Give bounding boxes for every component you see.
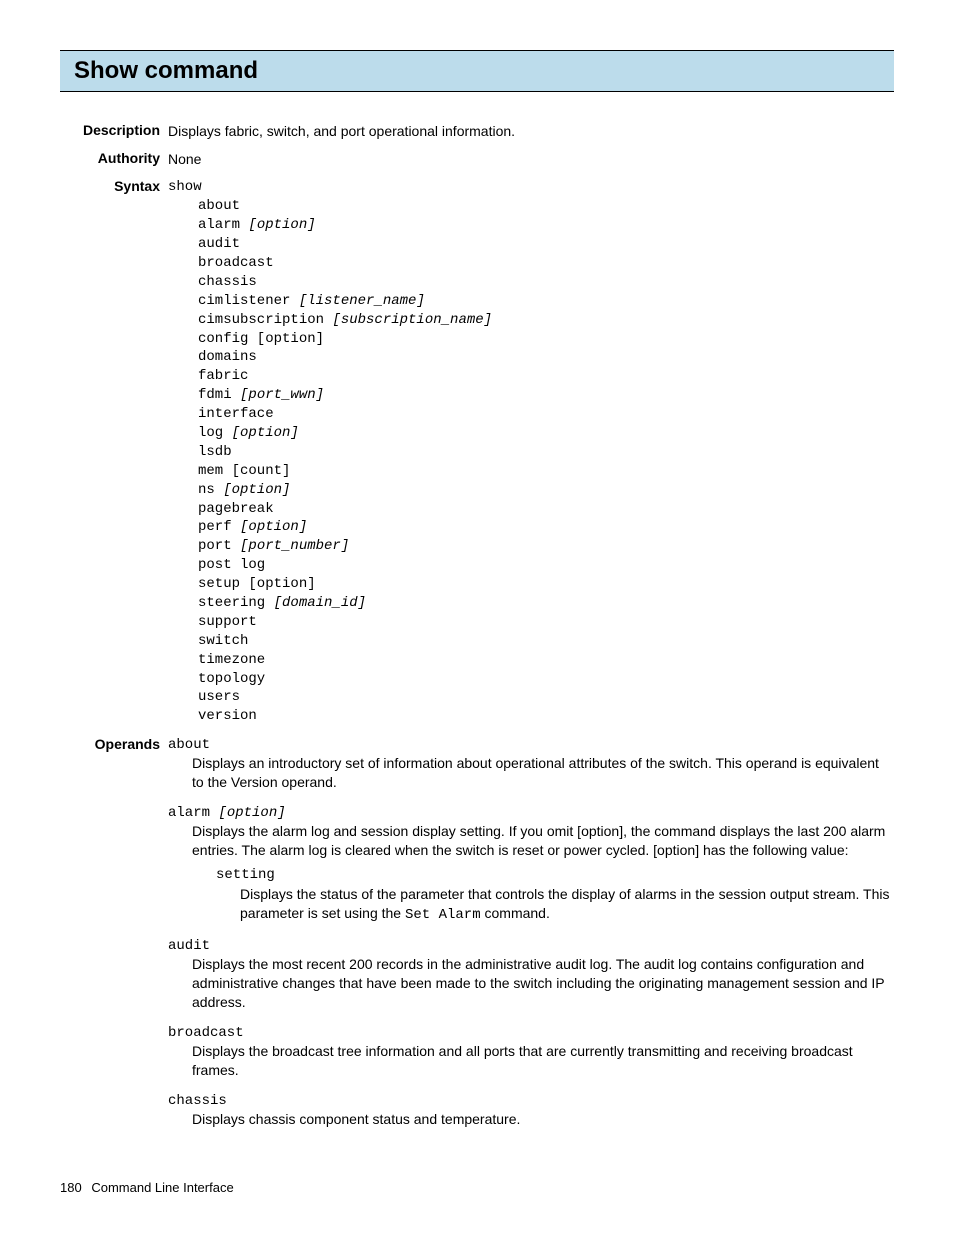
operand-chassis: chassis Displays chassis component statu… bbox=[168, 1092, 894, 1129]
authority-row: Authority None bbox=[60, 150, 894, 168]
nested-desc: Displays the status of the parameter tha… bbox=[216, 885, 894, 925]
syntax-item: steering [domain_id] bbox=[168, 594, 894, 613]
authority-label: Authority bbox=[60, 150, 168, 168]
syntax-root: show bbox=[168, 178, 894, 197]
authority-text: None bbox=[168, 150, 894, 168]
operand-audit: audit Displays the most recent 200 recor… bbox=[168, 937, 894, 1012]
description-label: Description bbox=[60, 122, 168, 140]
syntax-item: interface bbox=[168, 405, 894, 424]
syntax-item: chassis bbox=[168, 273, 894, 292]
syntax-item: support bbox=[168, 613, 894, 632]
operand-keyword: about bbox=[168, 736, 894, 754]
description-text: Displays fabric, switch, and port operat… bbox=[168, 122, 894, 140]
syntax-item: mem [count] bbox=[168, 462, 894, 481]
operands-label: Operands bbox=[60, 736, 168, 1141]
footer-text: Command Line Interface bbox=[91, 1180, 233, 1195]
operand-keyword: audit bbox=[168, 937, 894, 955]
syntax-item: users bbox=[168, 688, 894, 707]
syntax-item: log [option] bbox=[168, 424, 894, 443]
syntax-item: broadcast bbox=[168, 254, 894, 273]
operand-keyword: broadcast bbox=[168, 1024, 894, 1042]
nested-keyword: setting bbox=[216, 866, 894, 885]
syntax-item: topology bbox=[168, 670, 894, 689]
operand-keyword: chassis bbox=[168, 1092, 894, 1110]
footer: 180 Command Line Interface bbox=[60, 1180, 234, 1195]
operands-row: Operands about Displays an introductory … bbox=[60, 736, 894, 1141]
operand-desc: Displays the alarm log and session displ… bbox=[168, 822, 894, 924]
syntax-item: fabric bbox=[168, 367, 894, 386]
syntax-item: pagebreak bbox=[168, 500, 894, 519]
syntax-item: timezone bbox=[168, 651, 894, 670]
syntax-item: audit bbox=[168, 235, 894, 254]
page-title: Show command bbox=[74, 57, 880, 85]
syntax-item: alarm [option] bbox=[168, 216, 894, 235]
page-number: 180 bbox=[60, 1180, 82, 1195]
syntax-item: port [port_number] bbox=[168, 537, 894, 556]
syntax-content: show aboutalarm [option]auditbroadcastch… bbox=[168, 178, 894, 726]
syntax-item: perf [option] bbox=[168, 518, 894, 537]
syntax-row: Syntax show aboutalarm [option]auditbroa… bbox=[60, 178, 894, 726]
syntax-item: fdmi [port_wwn] bbox=[168, 386, 894, 405]
page: Show command Description Displays fabric… bbox=[0, 0, 954, 1235]
syntax-item: post log bbox=[168, 556, 894, 575]
operand-desc: Displays chassis component status and te… bbox=[168, 1110, 894, 1129]
syntax-label: Syntax bbox=[60, 178, 168, 726]
operands-content: about Displays an introductory set of in… bbox=[168, 736, 894, 1141]
syntax-item: switch bbox=[168, 632, 894, 651]
syntax-item: ns [option] bbox=[168, 481, 894, 500]
operand-desc: Displays the broadcast tree information … bbox=[168, 1042, 894, 1080]
syntax-item: config [option] bbox=[168, 330, 894, 349]
operand-broadcast: broadcast Displays the broadcast tree in… bbox=[168, 1024, 894, 1080]
description-row: Description Displays fabric, switch, and… bbox=[60, 122, 894, 140]
syntax-item: cimsubscription [subscription_name] bbox=[168, 311, 894, 330]
operand-alarm: alarm [option] Displays the alarm log an… bbox=[168, 804, 894, 925]
syntax-item: about bbox=[168, 197, 894, 216]
operand-desc: Displays an introductory set of informat… bbox=[168, 754, 894, 792]
title-bar: Show command bbox=[60, 50, 894, 92]
syntax-item: domains bbox=[168, 348, 894, 367]
syntax-item: cimlistener [listener_name] bbox=[168, 292, 894, 311]
operand-about: about Displays an introductory set of in… bbox=[168, 736, 894, 792]
syntax-item: setup [option] bbox=[168, 575, 894, 594]
syntax-item: version bbox=[168, 707, 894, 726]
operand-alarm-nested: setting Displays the status of the param… bbox=[192, 866, 894, 925]
operand-keyword: alarm [option] bbox=[168, 804, 894, 822]
operand-desc: Displays the most recent 200 records in … bbox=[168, 955, 894, 1012]
syntax-item: lsdb bbox=[168, 443, 894, 462]
